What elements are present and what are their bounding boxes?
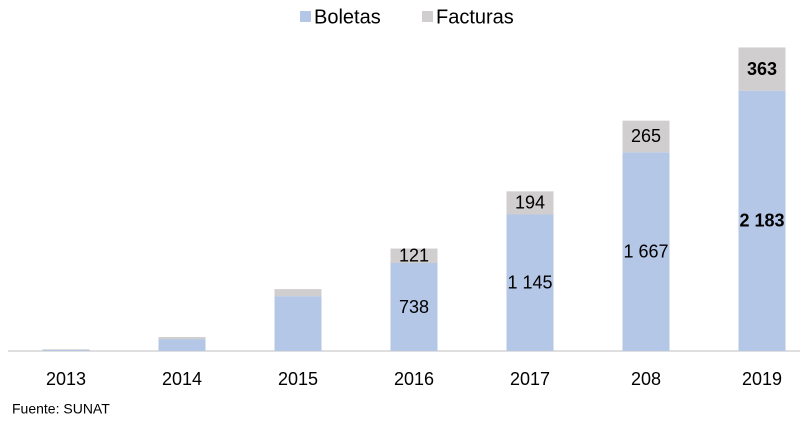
bar-segment [506, 214, 554, 351]
data-label: 1 145 [507, 272, 552, 292]
x-tick-label: 2016 [394, 369, 434, 389]
bar-segment [506, 191, 554, 215]
bar-segment [42, 349, 90, 350]
bar-segment [42, 349, 90, 351]
x-tick-label: 2015 [278, 369, 318, 389]
bar-segment [158, 339, 206, 351]
data-label: 194 [515, 193, 545, 213]
data-label: 1 667 [623, 241, 668, 261]
bar-segment [738, 90, 786, 351]
data-label: 2 183 [739, 211, 784, 231]
legend-swatch [422, 11, 433, 22]
data-label: 363 [747, 59, 777, 79]
bar-segment [738, 47, 786, 91]
x-tick-label: 2013 [46, 369, 86, 389]
x-tick-label: 2014 [162, 369, 202, 389]
bar-segment [390, 263, 438, 351]
x-tick-label: 208 [631, 369, 661, 389]
x-tick-label: 2017 [510, 369, 550, 389]
bar-segment [390, 248, 438, 264]
legend-label: Boletas [314, 6, 381, 28]
bar-segment [622, 152, 670, 351]
data-label: 738 [399, 297, 429, 317]
bar-segment [622, 120, 670, 153]
legend-swatch [300, 11, 311, 22]
data-label: 121 [399, 246, 429, 266]
bar-segment [158, 337, 206, 340]
data-label: 265 [631, 126, 661, 146]
bar-segment [274, 289, 322, 297]
x-tick-label: 2019 [742, 369, 782, 389]
legend-label: Facturas [436, 6, 514, 28]
bar-segment [274, 296, 322, 351]
source-note: Fuente: SUNAT [12, 401, 110, 417]
